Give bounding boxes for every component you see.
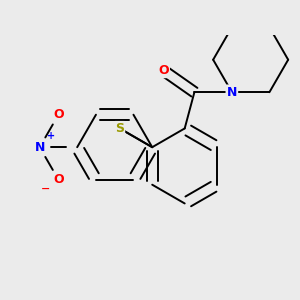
- Text: −: −: [40, 184, 50, 194]
- Text: N: N: [227, 86, 237, 99]
- Text: N: N: [34, 141, 45, 154]
- Text: +: +: [47, 131, 55, 141]
- Text: N: N: [227, 86, 237, 99]
- Text: O: O: [53, 108, 64, 121]
- Text: O: O: [158, 64, 169, 77]
- Text: S: S: [115, 122, 124, 135]
- Text: O: O: [53, 173, 64, 186]
